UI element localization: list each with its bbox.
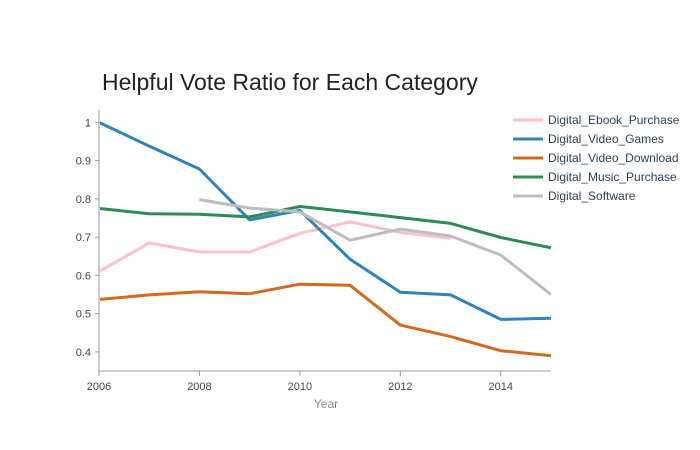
x-ticks: 2006 2008 2010 2012 2014	[87, 371, 513, 393]
y-tick-label: 0.7	[76, 232, 91, 244]
y-tick-label: 0.4	[76, 347, 91, 359]
x-tick-label: 2010	[288, 381, 312, 393]
series-line-digital-video-download[interactable]	[99, 282, 551, 358]
legend[interactable]: Digital_Ebook_Purchase Digital_Video_Game…	[513, 113, 680, 203]
y-ticks: 0.4 0.5 0.6 0.7 0.8 0.9 1	[76, 117, 99, 359]
legend-label: Digital_Video_Download	[548, 151, 679, 165]
legend-item-digital-ebook-purchase[interactable]: Digital_Ebook_Purchase	[513, 113, 680, 127]
legend-item-digital-video-games[interactable]: Digital_Video_Games	[513, 132, 664, 146]
y-tick-label: 1	[85, 117, 91, 129]
axes	[98, 110, 551, 372]
legend-item-digital-software[interactable]: Digital_Software	[513, 189, 636, 203]
y-tick-label: 0.5	[76, 309, 91, 321]
legend-label: Digital_Music_Purchase	[548, 170, 677, 184]
series-line-digital-music-purchase[interactable]	[99, 205, 551, 250]
y-tick-label: 0.9	[76, 156, 91, 168]
legend-item-digital-video-download[interactable]: Digital_Video_Download	[513, 151, 679, 165]
x-tick-label: 2012	[388, 381, 412, 393]
x-tick-label: 2008	[187, 381, 211, 393]
series-line-digital-software[interactable]	[199, 198, 551, 296]
legend-item-digital-music-purchase[interactable]: Digital_Music_Purchase	[513, 170, 677, 184]
series-lines	[99, 121, 551, 358]
legend-label: Digital_Ebook_Purchase	[548, 113, 680, 127]
x-tick-label: 2014	[489, 381, 513, 393]
x-axis-title: Year	[314, 397, 338, 411]
y-tick-label: 0.6	[76, 270, 91, 282]
x-tick-label: 2006	[87, 381, 111, 393]
series-line-digital-video-games[interactable]	[99, 121, 551, 321]
chart-title: Helpful Vote Ratio for Each Category	[102, 69, 478, 95]
y-tick-label: 0.8	[76, 194, 91, 206]
legend-label: Digital_Software	[548, 189, 636, 203]
legend-label: Digital_Video_Games	[548, 132, 664, 146]
